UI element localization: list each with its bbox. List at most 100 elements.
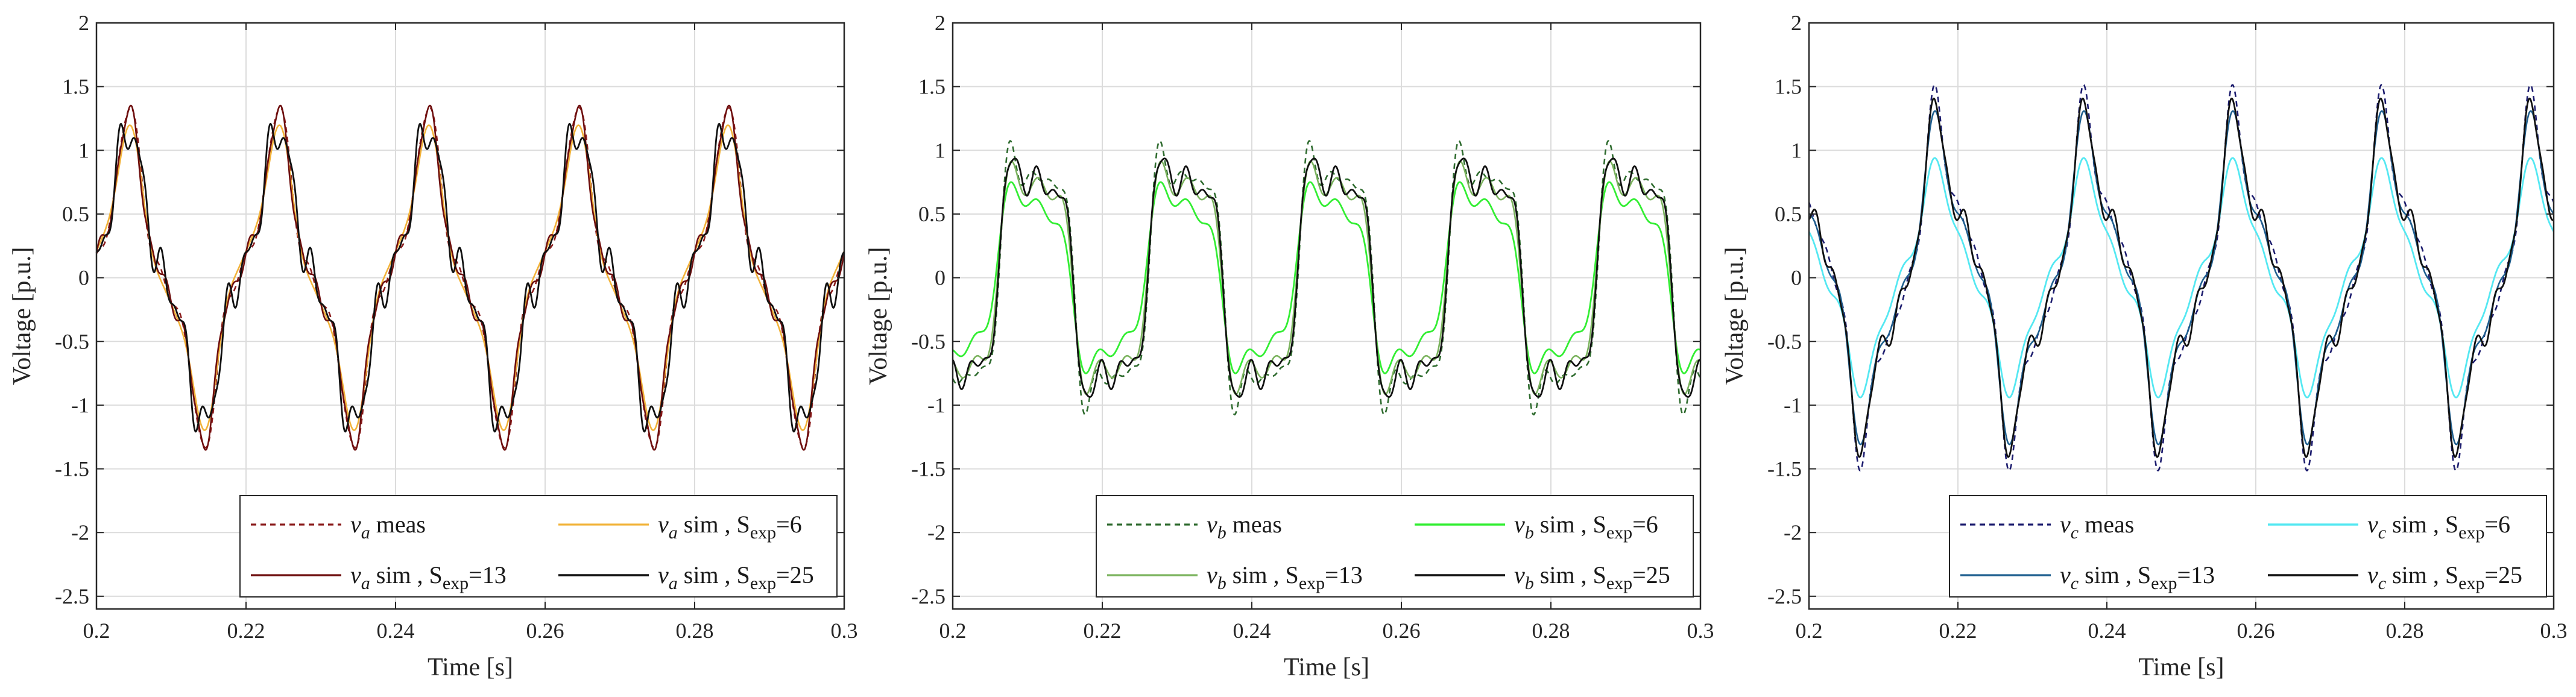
x-tick-label: 0.3 <box>2540 619 2568 643</box>
legend-var-sub: a <box>361 573 370 593</box>
y-axis-label: Voltage [p.u.] <box>1721 247 1749 385</box>
legend-entry-label: va sim , Sexp=6 <box>658 511 802 543</box>
series-line-c-1 <box>1808 157 2555 399</box>
legend-exp-value: =13 <box>469 561 507 588</box>
y-tick-label: 0 <box>78 266 89 290</box>
x-tick-label: 0.2 <box>1796 619 1823 643</box>
series-line-c-3 <box>1808 97 2554 458</box>
legend-entry-label: vc sim , Sexp=25 <box>2367 561 2522 593</box>
series-line-b-3 <box>952 157 1701 398</box>
chart-panel-a: 0.2 0.22 0.24 0.26 0.28 0.3 -2.5 -2 -1.5 -1 -0.5 0 0… <box>8 11 858 681</box>
y-tick-label: 1 <box>935 138 945 162</box>
legend-entry-label: vb sim , Sexp=13 <box>1207 561 1363 593</box>
x-tick-label: 0.22 <box>227 619 265 643</box>
legend-var: v <box>1207 511 1217 538</box>
y-tick-label: 0 <box>935 266 945 290</box>
y-tick-label: -0.5 <box>911 329 945 353</box>
legend-var: v <box>1514 561 1525 588</box>
legend-exp-value: =13 <box>1325 561 1363 588</box>
chart-panel-c: 0.2 0.22 0.24 0.26 0.28 0.3 -2.5 -2 -1.5 -1 -0.5 0 0… <box>1721 11 2568 681</box>
x-tick-label: 0.28 <box>2386 619 2424 643</box>
y-tick-label: 0.5 <box>918 202 945 226</box>
legend-entry-label: va sim , Sexp=25 <box>658 561 814 593</box>
legend-var-sub: c <box>2071 523 2079 543</box>
legend-text: meas <box>2079 511 2134 538</box>
x-tick-label: 0.2 <box>939 619 967 643</box>
legend-exp-sub: exp <box>1299 573 1325 593</box>
legend-entry-label: vc sim , Sexp=13 <box>2060 561 2215 593</box>
x-tick-label: 0.22 <box>1084 619 1122 643</box>
y-tick-label: -0.5 <box>1767 329 1802 353</box>
legend-var: v <box>1207 561 1217 588</box>
y-tick-label: -2 <box>1784 520 1802 544</box>
legend-var-sub: a <box>669 573 678 593</box>
y-axis-label: Voltage [p.u.] <box>8 247 36 385</box>
x-tick-label: 0.24 <box>1233 619 1271 643</box>
legend-exp-sub: exp <box>750 523 776 543</box>
legend-entry-label: va sim , Sexp=13 <box>350 561 507 593</box>
legend-var: v <box>2367 511 2378 538</box>
y-axis-label: Voltage [p.u.] <box>865 247 892 385</box>
y-tick-label: -2.5 <box>911 584 945 608</box>
legend-exp-value: =6 <box>1632 511 1658 538</box>
y-tick-label: -2 <box>71 520 89 544</box>
x-axis-label: Time [s] <box>1284 654 1369 681</box>
legend-exp-sub: exp <box>1606 573 1632 593</box>
legend-text: sim , S <box>678 511 750 538</box>
series-line-a-3 <box>96 122 845 433</box>
x-tick-label: 0.26 <box>526 619 564 643</box>
legend-text: meas <box>1226 511 1282 538</box>
y-tick-label: 2 <box>1791 11 1802 35</box>
x-tick-label: 0.2 <box>83 619 110 643</box>
y-tick-label: 1.5 <box>1775 75 1802 99</box>
legend-entry-label: vb sim , Sexp=25 <box>1514 561 1670 593</box>
y-tick-label: -1.5 <box>1767 457 1802 481</box>
legend-entry-label: vc meas <box>2060 511 2134 543</box>
y-tick-label: 1 <box>78 138 89 162</box>
y-tick-label: -1.5 <box>55 457 89 481</box>
legend-exp-value: =25 <box>2484 561 2522 588</box>
legend-box <box>1949 495 2547 598</box>
legend-var: v <box>658 561 669 588</box>
legend-var-sub: c <box>2071 573 2079 593</box>
legend-text: sim , S <box>2386 511 2458 538</box>
y-tick-label: -1 <box>1784 393 1802 417</box>
y-tick-label: -2.5 <box>55 584 89 608</box>
legend-var: v <box>658 511 669 538</box>
y-tick-label: 1 <box>1791 138 1802 162</box>
legend-exp-sub: exp <box>2458 523 2484 543</box>
legend-exp-value: =13 <box>2177 561 2215 588</box>
legend-var-sub: b <box>1217 573 1226 593</box>
legend-exp-sub: exp <box>750 573 776 593</box>
x-tick-label: 0.28 <box>1532 619 1570 643</box>
y-tick-label: 0 <box>1791 266 1802 290</box>
y-tick-label: 2 <box>78 11 89 35</box>
axes-box <box>1808 22 2555 610</box>
legend-var-sub: b <box>1217 523 1226 543</box>
legend-var-sub: a <box>361 523 370 543</box>
legend-var: v <box>350 561 361 588</box>
legend-var-sub: c <box>2378 573 2386 593</box>
y-tick-label: -2.5 <box>1767 584 1802 608</box>
axes-box <box>952 22 1702 610</box>
legend-text: sim , S <box>678 561 750 588</box>
legend-var-sub: b <box>1525 523 1534 543</box>
x-tick-label: 0.24 <box>377 619 415 643</box>
series-line-c-2 <box>1808 110 2554 446</box>
y-tick-label: -1.5 <box>911 457 945 481</box>
legend-var-sub: a <box>669 523 678 543</box>
legend-text: sim , S <box>1226 561 1299 588</box>
legend-exp-sub: exp <box>2151 573 2177 593</box>
legend-text: meas <box>370 511 426 538</box>
y-tick-label: -2 <box>927 520 945 544</box>
x-axis-label: Time [s] <box>2139 654 2224 681</box>
legend-text: sim , S <box>2079 561 2151 588</box>
legend-text: sim , S <box>1534 511 1606 538</box>
legend-exp-value: =6 <box>776 511 802 538</box>
legend-exp-value: =6 <box>2484 511 2510 538</box>
legend-var: v <box>2367 561 2378 588</box>
y-tick-label: -1 <box>71 393 89 417</box>
